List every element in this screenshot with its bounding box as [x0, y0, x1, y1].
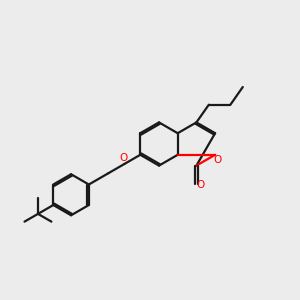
Text: O: O [213, 155, 222, 165]
Text: O: O [120, 153, 128, 163]
Text: O: O [196, 181, 204, 190]
